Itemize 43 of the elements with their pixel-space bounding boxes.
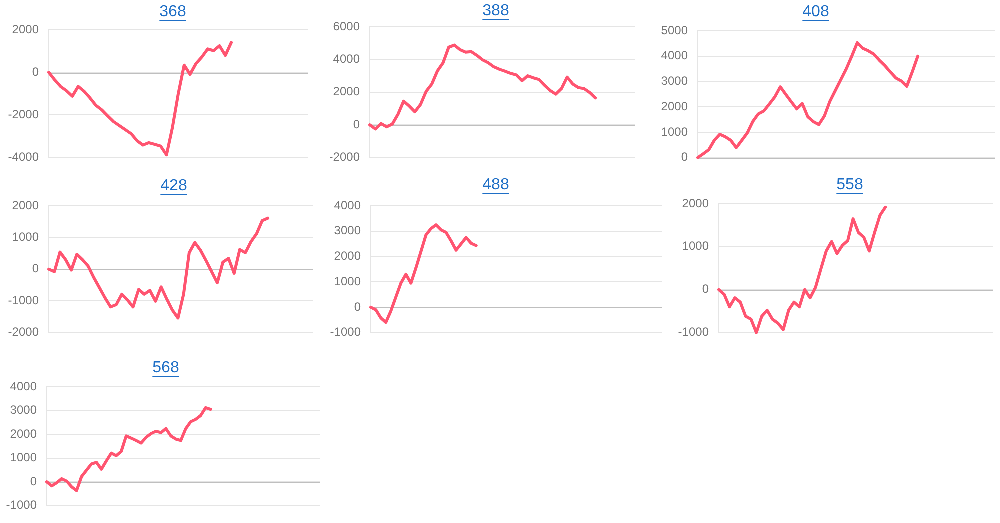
- chart-title: 368: [160, 3, 186, 20]
- y-tick-label: 2000: [661, 99, 688, 114]
- chart-title: 558: [836, 176, 864, 194]
- y-tick-label: 6000: [333, 19, 360, 34]
- y-tick-label: 0: [30, 474, 38, 488]
- y-tick-label: 2000: [12, 22, 40, 36]
- y-tick-label: 0: [702, 282, 710, 296]
- y-tick-label: -1000: [330, 325, 362, 340]
- y-tick-label: 0: [32, 262, 40, 276]
- y-tick-label: 2000: [333, 84, 360, 99]
- y-tick-label: 4000: [334, 198, 362, 212]
- y-tick-label: 0: [681, 150, 688, 164]
- y-tick-label: 0: [353, 117, 360, 132]
- chart-title: 568: [152, 359, 180, 376]
- y-tick-label: 1000: [682, 239, 710, 254]
- y-tick-label: 1000: [661, 124, 688, 139]
- y-tick-label: 1000: [10, 450, 38, 465]
- y-tick-label: 3000: [10, 403, 38, 418]
- y-tick-label: 4000: [333, 52, 360, 66]
- y-tick-label: 4000: [661, 48, 688, 63]
- y-tick-label: 4000: [10, 379, 38, 394]
- y-tick-label: 0: [32, 64, 40, 79]
- y-tick-label: -2000: [8, 325, 40, 340]
- y-tick-label: 1000: [12, 230, 40, 244]
- chart-title: 428: [160, 177, 188, 194]
- y-tick-label: 2000: [682, 196, 710, 210]
- y-tick-label: -2000: [329, 150, 360, 164]
- y-tick-label: -1000: [8, 293, 40, 308]
- y-tick-label: -1000: [6, 498, 38, 512]
- y-tick-label: 2000: [334, 249, 362, 264]
- y-tick-label: 2000: [10, 426, 38, 441]
- y-tick-label: 1000: [334, 274, 362, 288]
- chart-title: 488: [482, 176, 510, 194]
- y-tick-label: -1000: [678, 325, 710, 340]
- y-tick-label: 3000: [334, 224, 362, 238]
- chart-title: 388: [482, 2, 510, 20]
- y-tick-label: 5000: [661, 23, 688, 38]
- y-tick-label: -4000: [8, 150, 40, 164]
- y-tick-label: 3000: [661, 74, 688, 88]
- y-tick-label: -2000: [8, 108, 40, 122]
- y-tick-label: 2000: [12, 198, 40, 212]
- y-tick-label: 0: [354, 300, 362, 314]
- chart-title: 408: [802, 3, 830, 20]
